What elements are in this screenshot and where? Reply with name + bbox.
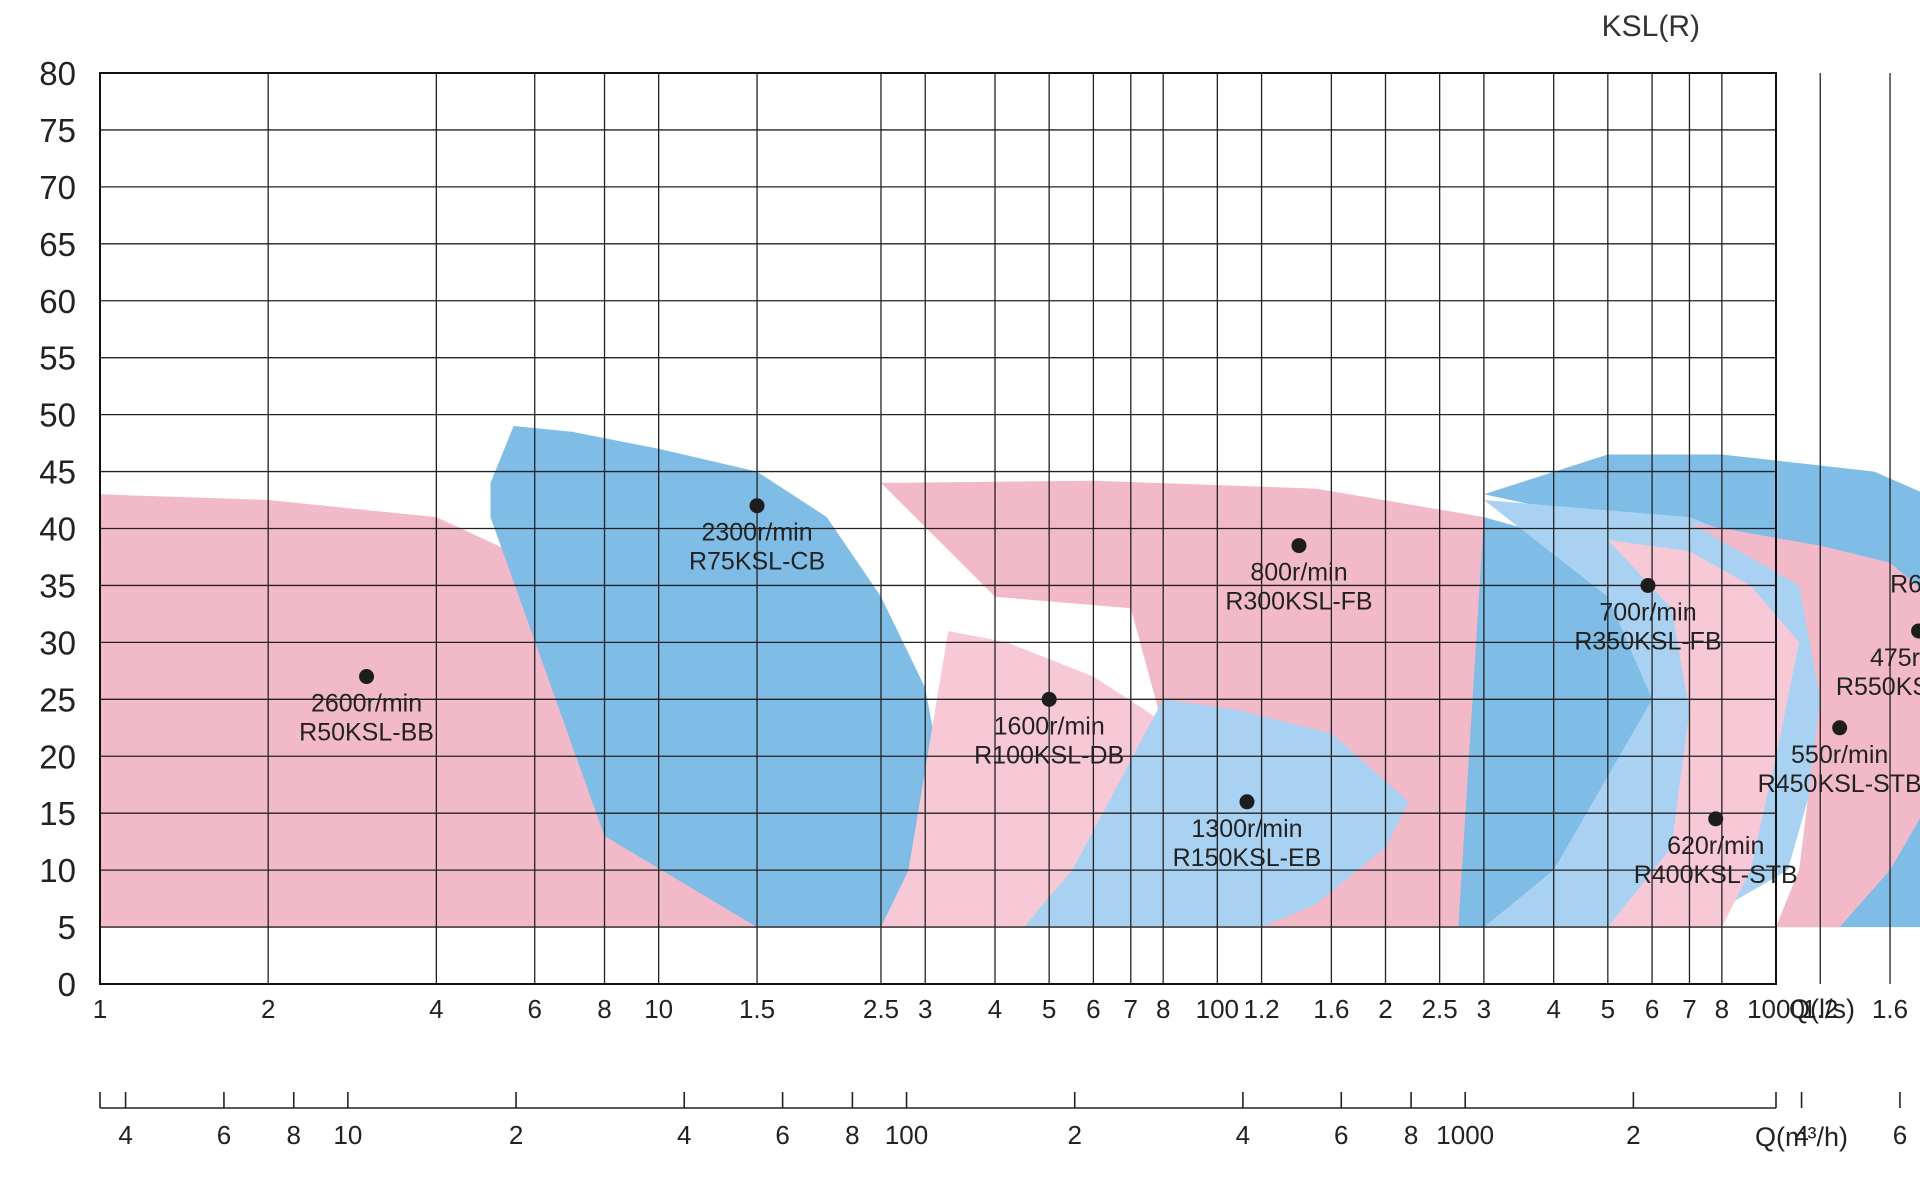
speed-label: 800r/min xyxy=(1250,559,1347,587)
y-tick-label: 75 xyxy=(39,112,76,149)
x-tick-label: 5 xyxy=(1042,994,1056,1024)
y-tick-label: 30 xyxy=(39,624,76,661)
secondary-tick-label: 8 xyxy=(845,1120,859,1150)
x-tick-label: 2 xyxy=(1378,994,1392,1024)
x-tick-label: 8 xyxy=(1156,994,1170,1024)
y-tick-label: 65 xyxy=(39,226,76,263)
y-tick-label: 0 xyxy=(58,966,76,1003)
operating-point xyxy=(1239,794,1254,809)
y-tick-label: 45 xyxy=(39,454,76,491)
secondary-tick-label: 6 xyxy=(1334,1120,1348,1150)
operating-point xyxy=(359,669,374,684)
speed-label: 2600r/min xyxy=(311,690,422,718)
y-tick-label: 35 xyxy=(39,567,76,604)
x-axis-label: Q(l/s) xyxy=(1789,994,1855,1024)
x-tick-label: 1 xyxy=(93,994,107,1024)
speed-label: 620r/min xyxy=(1667,832,1764,860)
secondary-tick-label: 2 xyxy=(1067,1120,1081,1150)
operating-point xyxy=(750,498,765,513)
speed-label: 1300r/min xyxy=(1191,815,1302,843)
operating-point xyxy=(1832,720,1847,735)
x-tick-label: 6 xyxy=(1645,994,1659,1024)
speed-label: 2300r/min xyxy=(701,519,812,547)
model-label: R100KSL-DB xyxy=(974,741,1124,769)
secondary-tick-label: 2 xyxy=(509,1120,523,1150)
y-tick-label: 5 xyxy=(58,909,76,946)
x-tick-label: 3 xyxy=(1477,994,1491,1024)
secondary-tick-label: 10 xyxy=(333,1120,362,1150)
secondary-tick-label: 4 xyxy=(677,1120,691,1150)
model-label: R450KSL-STB xyxy=(1758,770,1920,798)
y-tick-label: 50 xyxy=(39,397,76,434)
operating-point xyxy=(1042,692,1057,707)
secondary-tick-label: 6 xyxy=(775,1120,789,1150)
model-label: R150KSL-EB xyxy=(1173,844,1322,872)
x-tick-label: 4 xyxy=(1546,994,1560,1024)
x-tick-label: 2 xyxy=(261,994,275,1024)
secondary-tick-label: 4 xyxy=(118,1120,132,1150)
speed-label: 700r/min xyxy=(1599,598,1696,626)
x-tick-label: 2.5 xyxy=(863,994,899,1024)
operating-point xyxy=(1640,578,1655,593)
speed-label: 550r/min xyxy=(1791,741,1888,769)
y-tick-label: 20 xyxy=(39,738,76,775)
x-tick-label: 2.5 xyxy=(1422,994,1458,1024)
x-tick-label: 4 xyxy=(988,994,1002,1024)
chart-title: KSL(R) xyxy=(1602,10,1700,43)
speed-label: 1600r/min xyxy=(994,712,1105,740)
x-tick-label: 4 xyxy=(429,994,443,1024)
x-tick-label: 8 xyxy=(1715,994,1729,1024)
y-tick-label: 10 xyxy=(39,852,76,889)
secondary-tick-label: 6 xyxy=(217,1120,231,1150)
x-tick-label: 5 xyxy=(1601,994,1615,1024)
secondary-tick-label: 6 xyxy=(1893,1120,1907,1150)
secondary-tick-label: 8 xyxy=(287,1120,301,1150)
model-label: R400KSL-STB xyxy=(1634,861,1798,889)
secondary-tick-label: 100 xyxy=(885,1120,928,1150)
y-tick-label: 80 xyxy=(39,55,76,92)
secondary-tick-label: 1000 xyxy=(1436,1120,1494,1150)
model-label: R350KSL-FB xyxy=(1574,627,1721,655)
x-tick-label: 1.5 xyxy=(739,994,775,1024)
operating-point xyxy=(1708,811,1723,826)
x-tick-label: 7 xyxy=(1124,994,1138,1024)
x-tick-label: 6 xyxy=(1086,994,1100,1024)
secondary-axis-label: Q(m³/h) xyxy=(1755,1122,1848,1152)
x-tick-label: 1.2 xyxy=(1243,994,1279,1024)
model-label: R75KSL-CB xyxy=(689,548,825,576)
x-tick-label: 100 xyxy=(1196,994,1239,1024)
secondary-tick-label: 4 xyxy=(1236,1120,1250,1150)
speed-label: 475r/min xyxy=(1870,644,1920,672)
x-tick-label: 3 xyxy=(918,994,932,1024)
operating-point xyxy=(1291,538,1306,553)
x-tick-label: 1.6 xyxy=(1872,994,1908,1024)
model-label: R650KSL-TUB xyxy=(1890,571,1920,599)
x-tick-label: 7 xyxy=(1682,994,1696,1024)
y-tick-label: 15 xyxy=(39,795,76,832)
model-label: R300KSL-FB xyxy=(1225,588,1372,616)
y-tick-label: 25 xyxy=(39,681,76,718)
y-tick-label: 55 xyxy=(39,340,76,377)
x-tick-label: 1.6 xyxy=(1313,994,1349,1024)
x-tick-label: 8 xyxy=(597,994,611,1024)
secondary-tick-label: 8 xyxy=(1404,1120,1418,1150)
secondary-tick-label: 2 xyxy=(1626,1120,1640,1150)
x-tick-label: 10 xyxy=(644,994,673,1024)
model-label: R550KSL-TUB xyxy=(1836,673,1920,701)
x-tick-label: 6 xyxy=(527,994,541,1024)
y-tick-label: 70 xyxy=(39,169,76,206)
model-label: R50KSL-BB xyxy=(299,719,434,747)
y-tick-label: 60 xyxy=(39,283,76,320)
y-tick-label: 40 xyxy=(39,511,76,548)
